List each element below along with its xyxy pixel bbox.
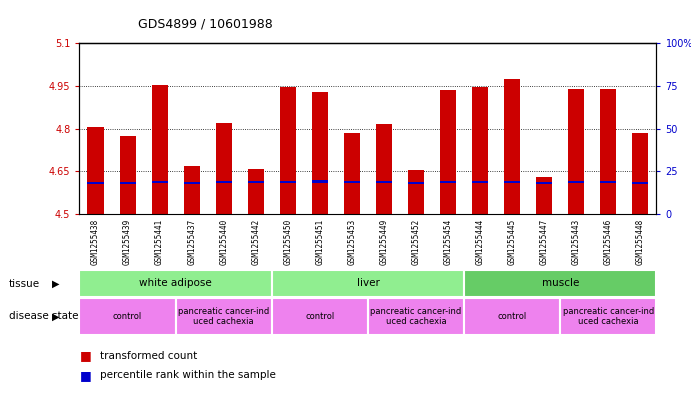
Text: ■: ■ [79, 349, 91, 362]
Bar [312, 180, 328, 183]
Text: GSM1255437: GSM1255437 [187, 219, 196, 265]
Bar [120, 136, 135, 214]
Bar [632, 133, 648, 214]
Text: disease state: disease state [9, 311, 79, 321]
Text: GSM1255454: GSM1255454 [444, 219, 453, 265]
Bar [504, 180, 520, 183]
Text: GSM1255439: GSM1255439 [123, 219, 132, 265]
Bar [280, 87, 296, 214]
Bar [536, 177, 552, 214]
Text: GSM1255442: GSM1255442 [252, 219, 261, 265]
Text: control: control [305, 312, 334, 321]
Bar [120, 182, 135, 184]
Bar [272, 298, 368, 335]
Bar [568, 89, 585, 214]
Text: GSM1255446: GSM1255446 [604, 219, 613, 265]
Bar [464, 298, 560, 335]
Text: control: control [498, 312, 527, 321]
Bar [408, 182, 424, 184]
Text: GSM1255450: GSM1255450 [283, 219, 292, 265]
Bar [88, 127, 104, 214]
Text: control: control [113, 312, 142, 321]
Text: GSM1255444: GSM1255444 [475, 219, 484, 265]
Text: GSM1255441: GSM1255441 [155, 219, 164, 265]
Text: ■: ■ [79, 369, 91, 382]
Bar [280, 180, 296, 183]
Text: GSM1255452: GSM1255452 [412, 219, 421, 265]
Bar [408, 170, 424, 214]
Bar [368, 298, 464, 335]
Bar [536, 182, 552, 184]
Text: ▶: ▶ [52, 311, 59, 321]
Bar [216, 181, 231, 184]
Text: GSM1255453: GSM1255453 [348, 219, 357, 265]
Bar [79, 270, 272, 297]
Text: GSM1255451: GSM1255451 [315, 219, 324, 265]
Bar [216, 123, 231, 214]
Bar [440, 90, 456, 214]
Text: transformed count: transformed count [100, 351, 198, 361]
Bar [248, 181, 264, 184]
Bar [504, 79, 520, 214]
Bar [344, 180, 360, 183]
Bar [248, 169, 264, 214]
Bar [176, 298, 272, 335]
Bar [151, 84, 168, 214]
Text: ▶: ▶ [52, 279, 59, 289]
Text: pancreatic cancer-ind
uced cachexia: pancreatic cancer-ind uced cachexia [178, 307, 269, 327]
Text: GDS4899 / 10601988: GDS4899 / 10601988 [138, 18, 273, 31]
Bar [184, 182, 200, 184]
Bar [88, 182, 104, 184]
Text: GSM1255445: GSM1255445 [508, 219, 517, 265]
Text: GSM1255448: GSM1255448 [636, 219, 645, 265]
Text: percentile rank within the sample: percentile rank within the sample [100, 370, 276, 380]
Text: pancreatic cancer-ind
uced cachexia: pancreatic cancer-ind uced cachexia [370, 307, 462, 327]
Text: GSM1255449: GSM1255449 [379, 219, 388, 265]
Text: GSM1255440: GSM1255440 [219, 219, 228, 265]
Bar [560, 298, 656, 335]
Bar [472, 180, 488, 183]
Bar [632, 182, 648, 184]
Text: pancreatic cancer-ind
uced cachexia: pancreatic cancer-ind uced cachexia [562, 307, 654, 327]
Bar [272, 270, 464, 297]
Text: liver: liver [357, 278, 379, 288]
Bar [184, 166, 200, 214]
Bar [376, 123, 392, 214]
Bar [600, 89, 616, 214]
Bar [472, 87, 488, 214]
Text: tissue: tissue [9, 279, 40, 289]
Bar [79, 298, 176, 335]
Bar [376, 180, 392, 183]
Bar [600, 180, 616, 183]
Bar [344, 133, 360, 214]
Text: muscle: muscle [542, 278, 579, 288]
Bar [464, 270, 656, 297]
Text: GSM1255447: GSM1255447 [540, 219, 549, 265]
Bar [151, 180, 168, 183]
Bar [568, 180, 585, 183]
Bar [440, 180, 456, 183]
Text: white adipose: white adipose [140, 278, 212, 288]
Text: GSM1255443: GSM1255443 [572, 219, 581, 265]
Text: GSM1255438: GSM1255438 [91, 219, 100, 265]
Bar [312, 92, 328, 214]
